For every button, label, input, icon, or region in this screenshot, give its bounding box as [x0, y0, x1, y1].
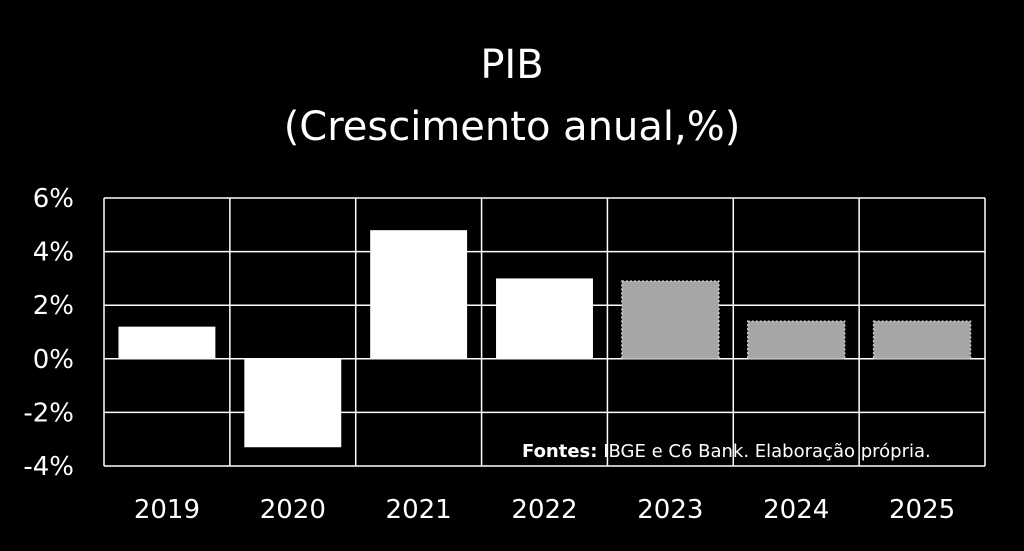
chart-title: PIB: [480, 42, 543, 88]
source-note: Fontes: IBGE e C6 Bank. Elaboração própr…: [522, 441, 931, 462]
y-tick-label: -4%: [23, 452, 74, 482]
x-axis-ticks: 2019 2020 2021 2022 2023 2024 2025: [134, 495, 955, 525]
bar-2022: [496, 278, 593, 359]
bar-2019: [118, 326, 216, 359]
source-text: IBGE e C6 Bank. Elaboração própria.: [597, 441, 930, 462]
x-tick-label: 2021: [386, 495, 452, 525]
bar-2025: [872, 320, 972, 360]
chart-subtitle: (Crescimento anual,%): [284, 104, 741, 150]
y-tick-label: 6%: [33, 184, 74, 214]
bar-2020: [244, 358, 342, 448]
y-tick-label: 4%: [33, 238, 74, 268]
x-tick-label: 2023: [637, 495, 703, 525]
bar-2024: [747, 320, 846, 360]
x-tick-label: 2025: [889, 495, 955, 525]
source-label: Fontes:: [522, 441, 597, 462]
x-tick-label: 2020: [260, 495, 326, 525]
bar-2021: [370, 230, 468, 359]
x-tick-label: 2019: [134, 495, 200, 525]
y-tick-label: 2%: [33, 291, 74, 321]
y-axis-ticks: 6% 4% 2% 0% -2% -4%: [23, 184, 74, 482]
y-tick-label: -2%: [23, 398, 74, 428]
y-tick-label: 0%: [33, 345, 74, 375]
bar-2023: [621, 280, 720, 360]
x-tick-label: 2022: [511, 495, 577, 525]
x-tick-label: 2024: [763, 495, 829, 525]
bars: [118, 230, 972, 448]
